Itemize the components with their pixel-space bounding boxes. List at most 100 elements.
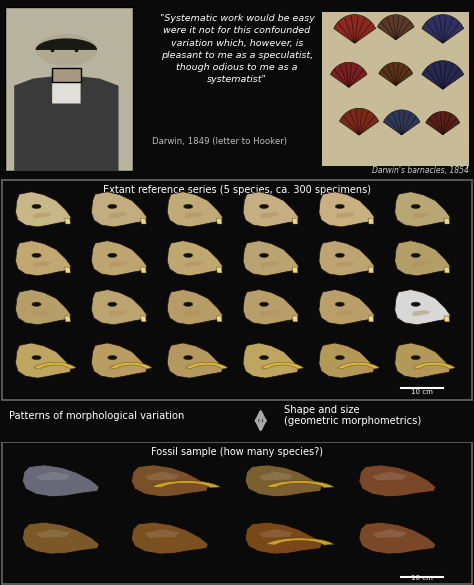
Polygon shape <box>91 343 147 378</box>
Polygon shape <box>185 310 203 316</box>
Polygon shape <box>426 112 460 135</box>
Polygon shape <box>368 218 374 224</box>
FancyBboxPatch shape <box>322 12 469 166</box>
Circle shape <box>259 204 269 209</box>
Polygon shape <box>337 363 355 370</box>
Polygon shape <box>243 343 299 378</box>
Circle shape <box>108 253 117 257</box>
Polygon shape <box>444 267 449 273</box>
Polygon shape <box>383 110 420 135</box>
Circle shape <box>32 204 41 209</box>
Polygon shape <box>167 290 223 325</box>
Circle shape <box>411 204 420 209</box>
Polygon shape <box>422 15 464 43</box>
Polygon shape <box>152 481 220 488</box>
Polygon shape <box>109 310 128 316</box>
Polygon shape <box>141 218 146 224</box>
Text: 10 cm: 10 cm <box>411 389 433 395</box>
Polygon shape <box>413 362 455 369</box>
Polygon shape <box>261 212 279 219</box>
Circle shape <box>108 302 117 307</box>
Polygon shape <box>368 316 374 322</box>
Polygon shape <box>16 240 71 276</box>
Polygon shape <box>91 240 147 276</box>
Polygon shape <box>22 522 99 554</box>
Polygon shape <box>330 63 367 87</box>
Circle shape <box>335 204 345 209</box>
Polygon shape <box>245 465 322 497</box>
Polygon shape <box>319 343 374 378</box>
Polygon shape <box>110 362 152 369</box>
Polygon shape <box>141 316 146 322</box>
Circle shape <box>183 356 193 360</box>
Polygon shape <box>167 240 223 276</box>
Polygon shape <box>337 362 379 369</box>
Polygon shape <box>339 108 379 135</box>
Polygon shape <box>422 61 464 90</box>
Polygon shape <box>368 267 374 273</box>
FancyBboxPatch shape <box>52 68 81 82</box>
Polygon shape <box>33 310 52 316</box>
Polygon shape <box>131 522 208 554</box>
Polygon shape <box>292 316 298 322</box>
Polygon shape <box>91 290 147 325</box>
Polygon shape <box>217 316 222 322</box>
Polygon shape <box>34 362 76 369</box>
Polygon shape <box>359 465 436 497</box>
Circle shape <box>335 302 345 307</box>
Polygon shape <box>14 75 118 171</box>
FancyBboxPatch shape <box>5 7 133 171</box>
Polygon shape <box>243 290 299 325</box>
Polygon shape <box>91 192 147 227</box>
Polygon shape <box>243 192 299 227</box>
Text: Fossil sample (how many species?): Fossil sample (how many species?) <box>151 448 323 457</box>
Circle shape <box>411 356 420 360</box>
Polygon shape <box>292 218 298 224</box>
Polygon shape <box>167 343 223 378</box>
Polygon shape <box>395 240 450 276</box>
Polygon shape <box>259 472 293 480</box>
Polygon shape <box>377 15 414 40</box>
Polygon shape <box>319 240 374 276</box>
Polygon shape <box>412 363 431 370</box>
Polygon shape <box>245 522 322 554</box>
Circle shape <box>108 204 117 209</box>
Polygon shape <box>186 362 228 369</box>
Circle shape <box>259 302 269 307</box>
Polygon shape <box>33 261 52 267</box>
Polygon shape <box>373 472 407 480</box>
Polygon shape <box>16 192 71 227</box>
Polygon shape <box>373 529 407 538</box>
Polygon shape <box>109 212 128 219</box>
Polygon shape <box>141 267 146 273</box>
Polygon shape <box>444 218 449 224</box>
Polygon shape <box>65 267 70 273</box>
Text: "Systematic work would be easy
were it not for this confounded
variation which, : "Systematic work would be easy were it n… <box>160 14 314 84</box>
Polygon shape <box>167 192 223 227</box>
Circle shape <box>411 302 420 307</box>
Circle shape <box>259 356 269 360</box>
Circle shape <box>32 356 41 360</box>
Polygon shape <box>412 212 431 219</box>
Polygon shape <box>337 212 355 219</box>
Polygon shape <box>395 192 450 227</box>
Polygon shape <box>185 212 203 219</box>
Circle shape <box>108 356 117 360</box>
Polygon shape <box>395 290 450 325</box>
Polygon shape <box>185 363 203 370</box>
Polygon shape <box>379 63 413 85</box>
FancyBboxPatch shape <box>5 7 133 171</box>
Polygon shape <box>109 261 128 267</box>
Polygon shape <box>337 261 355 267</box>
Circle shape <box>183 253 193 257</box>
Polygon shape <box>266 538 334 545</box>
Circle shape <box>183 302 193 307</box>
Polygon shape <box>65 218 70 224</box>
Polygon shape <box>261 310 279 316</box>
Polygon shape <box>145 529 179 538</box>
Polygon shape <box>52 75 81 104</box>
Polygon shape <box>292 267 298 273</box>
Polygon shape <box>261 261 279 267</box>
Circle shape <box>32 302 41 307</box>
Circle shape <box>183 204 193 209</box>
